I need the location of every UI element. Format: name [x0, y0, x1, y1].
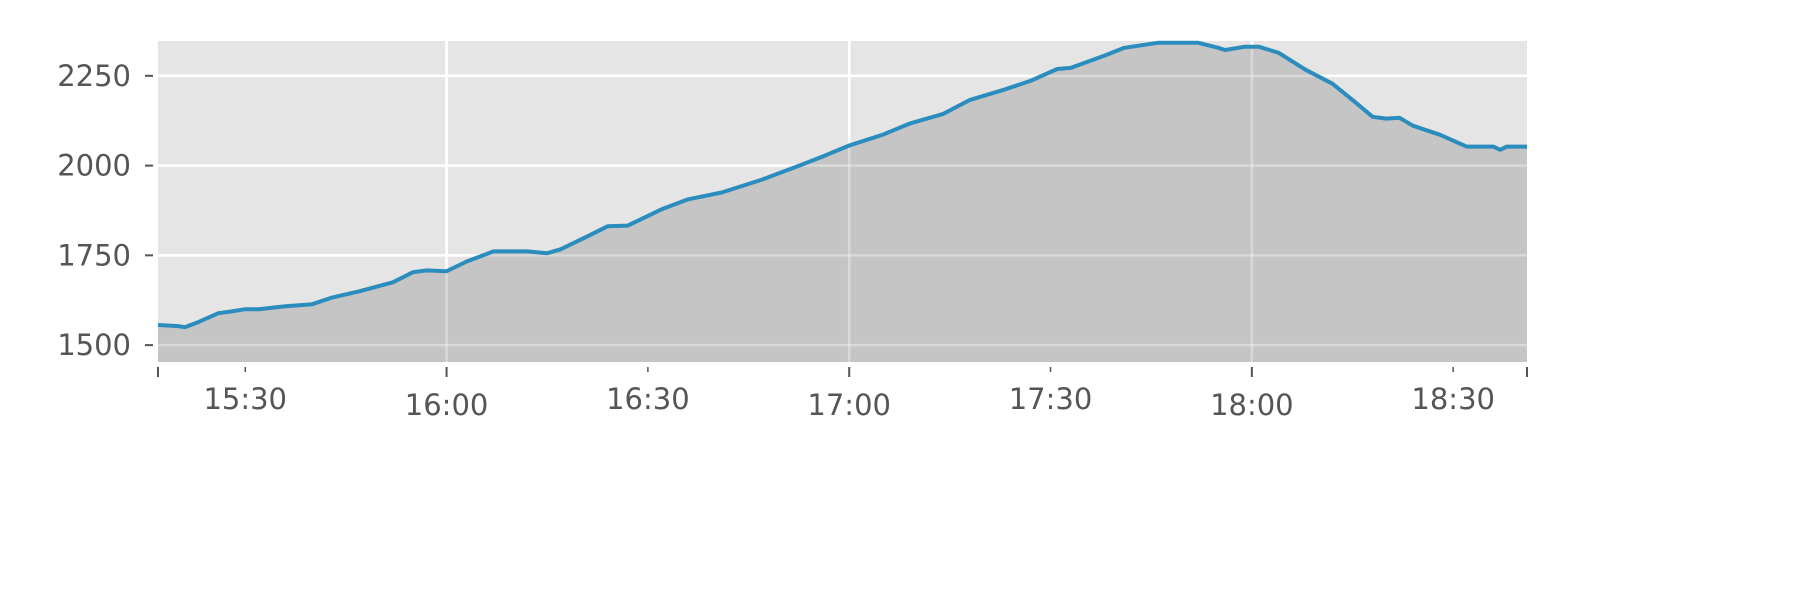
gridlines-over-fill: [158, 41, 1527, 362]
y-tick-label: 2250: [57, 59, 131, 93]
y-tick-label: 2000: [57, 149, 131, 183]
y-tick-label: 1500: [57, 328, 131, 362]
x-tick-label: 16:30: [606, 382, 690, 416]
x-axis: 15:30 16:00 16:30 17:00 17:30 18:00 18:30: [157, 367, 1528, 422]
x-tick-label: 17:00: [807, 388, 891, 422]
x-tick-label: 18:00: [1210, 388, 1294, 422]
y-axis: 1500 1750 2000 2250: [57, 59, 153, 362]
series-line: [157, 40, 1527, 330]
x-tick-label: 18:30: [1411, 382, 1495, 416]
y-tick-label: 1750: [57, 238, 131, 272]
x-tick-label: 17:30: [1009, 382, 1093, 416]
x-tick-label: 15:30: [203, 382, 287, 416]
x-tick-label: 16:00: [405, 388, 489, 422]
area-fill: [158, 42, 1527, 363]
